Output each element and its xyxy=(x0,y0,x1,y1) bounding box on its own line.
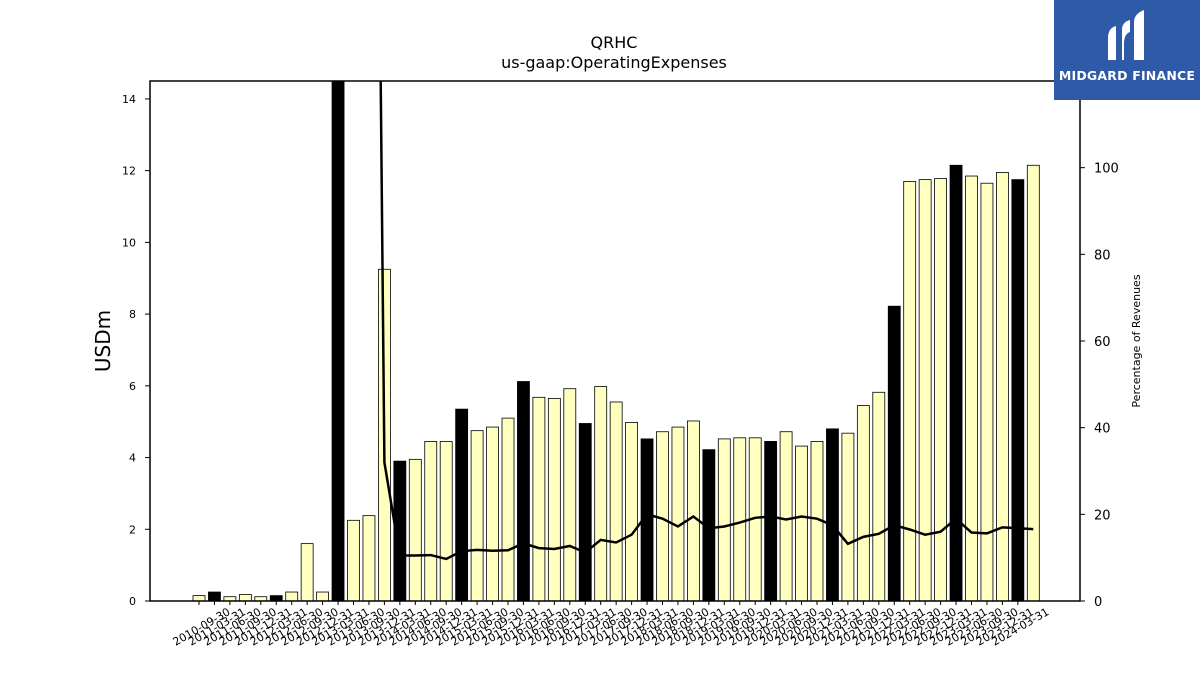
y2-tick-label: 0 xyxy=(1094,595,1102,610)
bar-2010-09-30 xyxy=(192,595,206,601)
bar-2017-09-30 xyxy=(625,422,638,601)
bar-2015-09-30 xyxy=(501,417,515,601)
bar-2018-12-31 xyxy=(702,449,716,601)
bar-2010-12-31 xyxy=(208,591,221,601)
bar-2011-12-31 xyxy=(269,595,283,601)
y2-tick-label: 60 xyxy=(1094,335,1111,350)
bar-2014-06-30 xyxy=(424,441,438,601)
chart-title: QRHC xyxy=(591,33,638,52)
bar-2017-12-31 xyxy=(640,438,654,601)
bar-2022-03-31 xyxy=(903,181,917,601)
bar-2013-12-31 xyxy=(393,460,407,601)
y2-tick-label: 100 xyxy=(1094,162,1119,177)
bar-2023-06-30 xyxy=(980,182,994,601)
bar-2016-03-31 xyxy=(532,396,546,601)
bar-2015-03-31 xyxy=(470,430,484,601)
y-tick-label: 12 xyxy=(122,165,136,178)
bar-2014-09-30 xyxy=(439,441,453,601)
bar-2024-03-31 xyxy=(1026,164,1040,601)
y2-tick-label: 20 xyxy=(1094,508,1111,523)
bar-2015-12-31 xyxy=(517,381,530,601)
bar-2021-06-30 xyxy=(856,405,870,601)
bar-2020-03-31 xyxy=(779,431,793,601)
bar-2022-12-31 xyxy=(949,164,963,601)
y2-tick-label: 40 xyxy=(1094,422,1111,437)
bar-2019-03-31 xyxy=(717,438,731,601)
bar-2021-09-30 xyxy=(872,391,886,601)
bar-2014-12-31 xyxy=(455,408,469,601)
pct-revenue-line xyxy=(379,81,1034,561)
bar-2017-03-31 xyxy=(594,386,608,601)
y-tick-label: 2 xyxy=(129,523,136,536)
y-axis-label: USDm xyxy=(91,310,115,372)
chart-subtitle: us-gaap:OperatingExpenses xyxy=(501,53,727,72)
bar-2014-03-31 xyxy=(408,458,422,601)
midgard-finance-logo: MIDGARD FINANCE xyxy=(1054,0,1200,100)
bar-2015-06-30 xyxy=(486,426,499,601)
y-tick-label: 14 xyxy=(122,93,136,106)
y2-axis-label: Percentage of Revenues xyxy=(1130,274,1143,407)
bar-2021-12-31 xyxy=(887,305,901,601)
y-tick-label: 8 xyxy=(129,308,136,321)
bar-2016-12-31 xyxy=(578,423,592,601)
bar-2011-03-31 xyxy=(223,596,237,601)
bar-2012-09-30 xyxy=(316,591,330,601)
bar-2012-03-31 xyxy=(285,591,299,601)
y2-tick-label: 80 xyxy=(1094,248,1111,263)
bar-2020-06-30 xyxy=(795,445,808,601)
bar-2023-12-31 xyxy=(1011,179,1025,601)
y-tick-label: 10 xyxy=(122,236,136,249)
y-tick-label: 4 xyxy=(129,452,136,465)
bar-2016-09-30 xyxy=(563,388,577,601)
bar-2017-06-30 xyxy=(609,401,623,601)
bar-2023-09-30 xyxy=(996,172,1009,601)
bar-2019-12-31 xyxy=(764,441,778,601)
bar-2011-06-30 xyxy=(238,594,252,601)
bar-2018-06-30 xyxy=(671,426,685,601)
bar-2013-06-30 xyxy=(362,515,376,601)
bar-2013-03-31 xyxy=(347,519,360,601)
bar-2012-06-30 xyxy=(300,543,314,601)
bar-2021-03-31 xyxy=(841,432,855,601)
bar-2011-09-30 xyxy=(254,596,268,601)
midgard-logo-icon xyxy=(1108,10,1144,60)
bar-2023-03-31 xyxy=(965,175,978,601)
bar-2022-06-30 xyxy=(918,179,932,601)
bar-2012-12-31 xyxy=(331,81,345,601)
logo-text: MIDGARD FINANCE xyxy=(1058,68,1196,83)
y-tick-label: 6 xyxy=(129,380,136,393)
bar-2016-06-30 xyxy=(547,397,561,601)
bar-2020-12-31 xyxy=(826,428,839,601)
bar-2022-09-30 xyxy=(934,178,947,601)
bar-2019-06-30 xyxy=(733,437,747,601)
bar-2018-09-30 xyxy=(687,420,700,601)
y-tick-label: 0 xyxy=(129,595,136,608)
